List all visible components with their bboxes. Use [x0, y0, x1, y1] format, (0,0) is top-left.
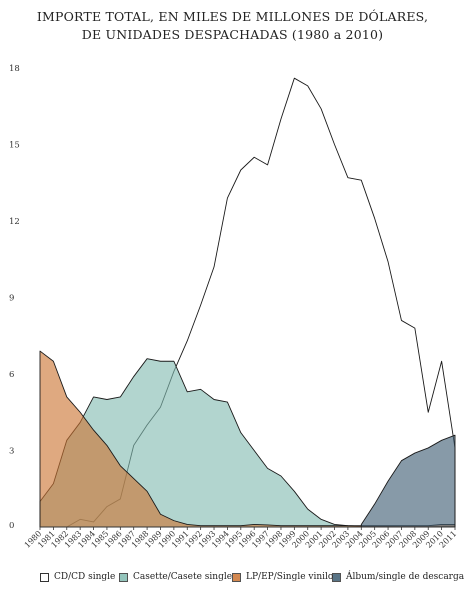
area-download	[360, 434, 456, 528]
y-tick-label-18: 18	[9, 64, 20, 74]
legend-label-cd: CD/CD single	[54, 572, 116, 582]
y-tick-label-0: 0	[9, 521, 14, 531]
chart-title-line-2: DE UNIDADES DESPACHADAS (1980 a 2010)	[81, 27, 384, 42]
legend-item-vinyl: LP/EP/Single vinilo	[232, 571, 333, 583]
legend-swatch-cassette	[119, 572, 128, 582]
chart-title-line-1: IMPORTE TOTAL, EN MILES DE MILLONES DE D…	[36, 9, 429, 24]
axes-layer: 0369121518198019811982198319841985198619…	[9, 64, 458, 550]
legend-label-vinyl: LP/EP/Single vinilo	[246, 572, 334, 582]
legend-item-cassette: Casette/Casete single	[119, 571, 232, 583]
y-tick-label-12: 12	[9, 217, 20, 227]
legend-item-cd: CD/CD single	[40, 571, 115, 583]
legend-swatch-vinyl	[232, 572, 241, 582]
y-tick-label-15: 15	[9, 141, 20, 151]
area-chart: 0369121518198019811982198319841985198619…	[9, 64, 458, 550]
legend: CD/CD single Casette/Casete single LP/EP…	[40, 571, 465, 587]
legend-swatch-download	[332, 572, 341, 582]
y-tick-label-6: 6	[9, 370, 14, 380]
y-tick-label-9: 9	[9, 294, 14, 304]
legend-label-download: Álbum/single de descarga	[346, 572, 465, 582]
y-tick-label-3: 3	[9, 447, 14, 457]
legend-label-cassette: Casette/Casete single	[133, 572, 233, 582]
legend-swatch-cd	[40, 572, 49, 582]
chart-title: IMPORTE TOTAL, EN MILES DE MILLONES DE D…	[0, 8, 465, 44]
area-layer	[39, 77, 456, 528]
legend-item-download: Álbum/single de descarga	[332, 571, 464, 583]
